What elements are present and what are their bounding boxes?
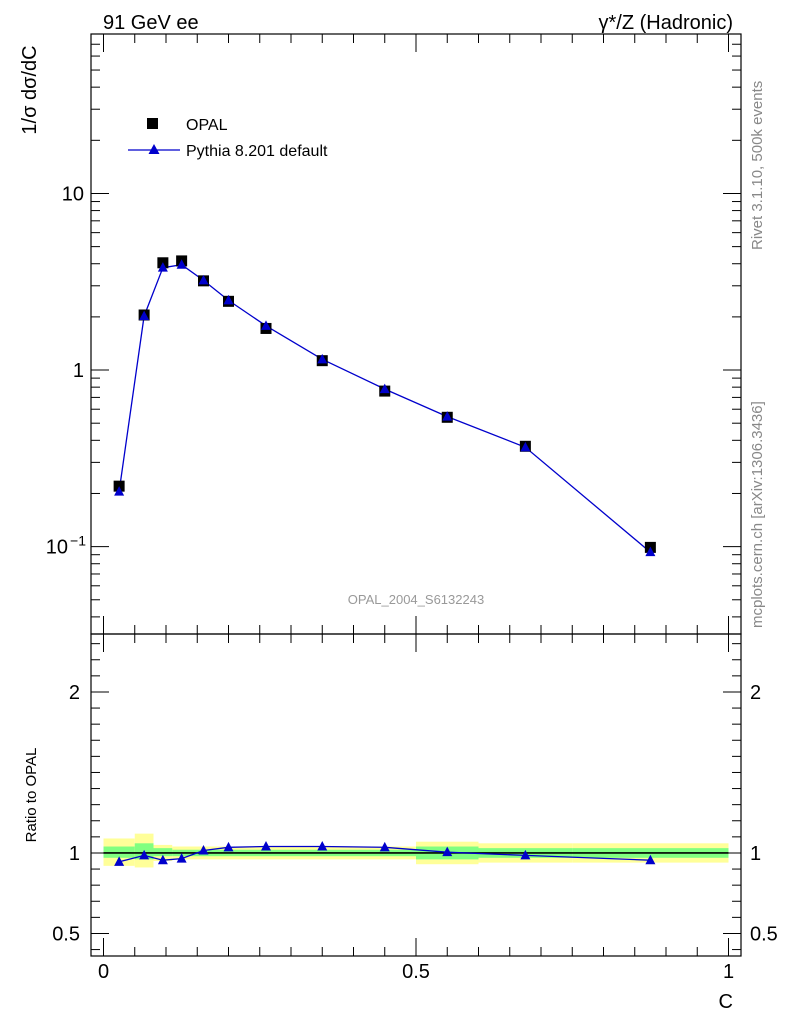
ratio-y-labels: 0.5 0.5 1 1 2 2 xyxy=(52,682,778,946)
ratio-mc-point xyxy=(114,856,125,866)
legend-opal-marker xyxy=(147,118,158,129)
ratio-mc-point xyxy=(198,845,209,855)
mc-points xyxy=(114,259,656,557)
ratio-y-tick-label: 2 xyxy=(69,682,80,704)
main-y-tick-label: 10 xyxy=(46,537,68,559)
ratio-y-tick-label-right: 2 xyxy=(750,682,761,704)
ratio-mc-point xyxy=(520,849,531,860)
x-axis-label: C xyxy=(719,991,733,1013)
ratio-y-axis-label: Ratio to OPAL xyxy=(23,748,40,843)
x-tick-label: 0 xyxy=(98,961,109,983)
ratio-mc-point xyxy=(379,841,390,852)
main-y-tick-label: 1 xyxy=(73,360,84,382)
opal-points xyxy=(113,255,656,553)
ratio-mc-point xyxy=(139,849,150,860)
mc-point xyxy=(176,259,187,269)
x-tick-labels: 0 0.5 1 xyxy=(98,961,734,983)
ratio-y-tick-label-right: 0.5 xyxy=(750,923,778,945)
main-y-ticks xyxy=(91,33,741,634)
mc-point xyxy=(139,310,150,321)
legend-opal-label: OPAL xyxy=(186,117,228,134)
ratio-mc-point xyxy=(261,841,271,851)
ratio-y-tick-label: 1 xyxy=(69,843,80,865)
main-y-tick-exponent: −1 xyxy=(70,533,86,549)
mc-point xyxy=(317,353,328,364)
mcplots-label: mcplots.cern.ch [arXiv:1306.3436] xyxy=(749,401,766,628)
analysis-watermark: OPAL_2004_S6132243 xyxy=(348,592,484,607)
ratio-mc-point xyxy=(223,841,234,852)
mc-point xyxy=(379,383,390,394)
inner-band xyxy=(103,846,135,858)
mc-point xyxy=(223,294,234,305)
ratio-y-tick-label: 0.5 xyxy=(52,923,80,945)
mc-point xyxy=(114,486,125,496)
inner-band xyxy=(153,848,173,857)
main-y-tick-label: 10 xyxy=(62,183,84,205)
ratio-mc-line xyxy=(118,845,651,863)
ratio-ticks xyxy=(91,634,741,956)
mc-series-line xyxy=(118,264,651,553)
rivet-label: Rivet 3.1.10, 500k events xyxy=(749,81,766,250)
ratio-mc-points xyxy=(114,841,656,866)
ratio-mc-point xyxy=(442,846,453,857)
ratio-mc-point xyxy=(317,841,328,851)
ratio-mc-point xyxy=(645,854,656,865)
mc-point xyxy=(198,274,209,285)
ratio-mc-point xyxy=(176,853,187,863)
mc-point xyxy=(442,411,453,421)
header-left: 91 GeV ee xyxy=(103,12,199,34)
x-tick-label: 0.5 xyxy=(402,961,430,983)
legend: OPAL Pythia 8.201 default xyxy=(128,117,328,160)
ratio-frame xyxy=(90,633,742,957)
header-right: γ*/Z (Hadronic) xyxy=(599,12,733,34)
mc-point xyxy=(157,262,168,272)
ratio-mc-point xyxy=(157,854,168,865)
ratio-panel: 0.5 0.51 12 2 0 0.5 1 Ratio to OPAL C xyxy=(23,633,778,1013)
main-y-axis-label: 1/σ dσ/dC xyxy=(19,45,41,134)
uncertainty-bands xyxy=(103,833,729,868)
mc-point xyxy=(645,546,656,557)
mc-point xyxy=(520,441,531,452)
legend-pythia-label: Pythia 8.201 default xyxy=(186,143,328,160)
mc-point xyxy=(261,320,271,330)
x-tick-label: 1 xyxy=(723,961,734,983)
legend-pythia-marker xyxy=(148,144,160,154)
ratio-y-tick-label-right: 1 xyxy=(750,843,761,865)
